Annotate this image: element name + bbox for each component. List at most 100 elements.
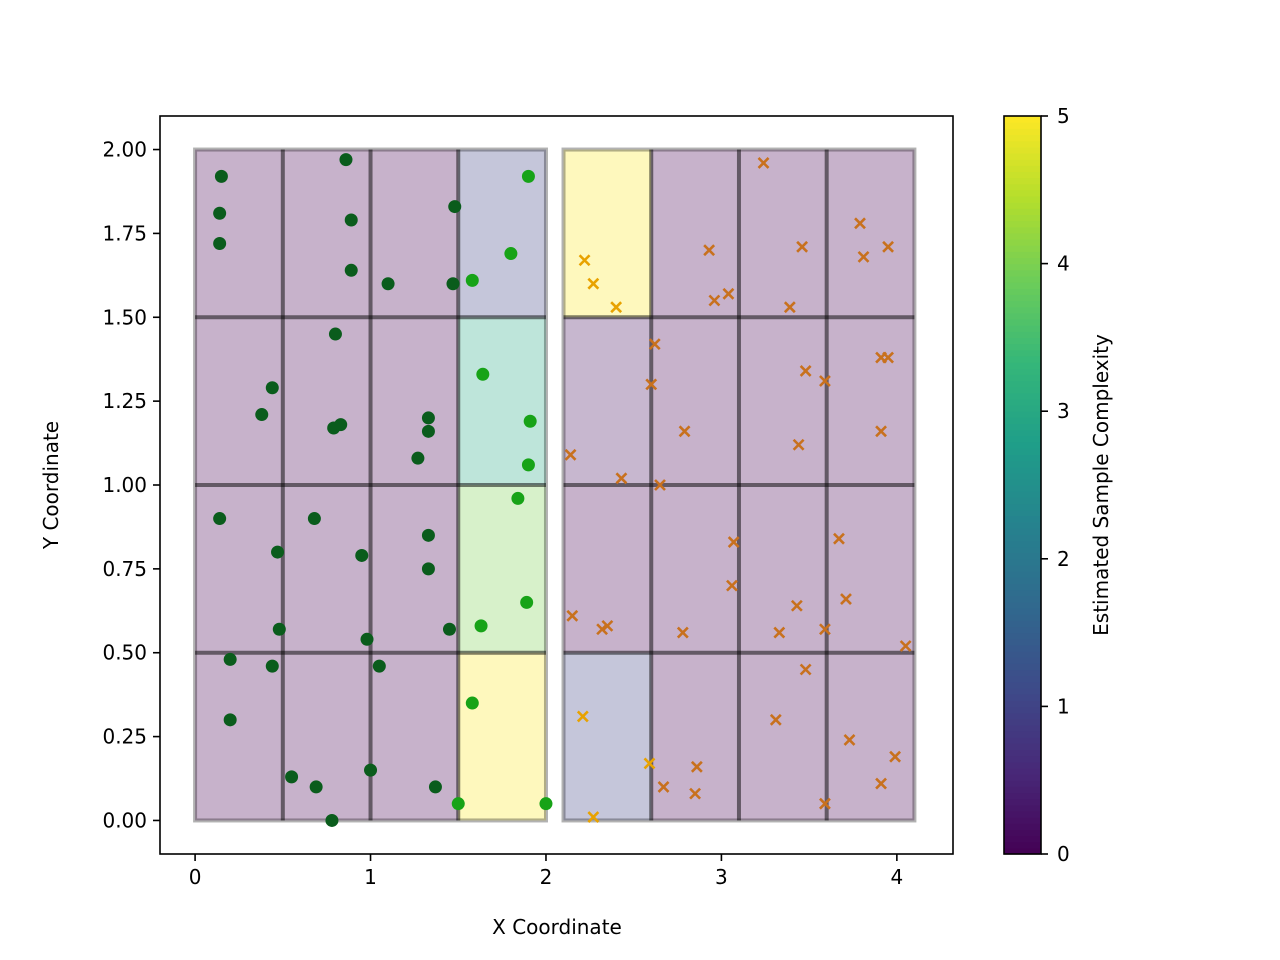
data-point — [344, 213, 358, 227]
data-point — [465, 273, 479, 287]
data-point — [722, 287, 735, 300]
colorbar-band — [1004, 392, 1041, 400]
data-point — [899, 640, 912, 652]
grid-cell — [282, 485, 371, 653]
data-point — [448, 200, 462, 214]
data-point — [355, 548, 369, 562]
colorbar-band — [1004, 675, 1041, 683]
colorbar-band — [1004, 300, 1041, 308]
data-point — [819, 797, 831, 810]
colorbar-band — [1004, 288, 1041, 295]
colorbar-band — [1004, 177, 1041, 185]
grid-cell — [195, 317, 283, 485]
data-point — [272, 622, 286, 636]
colorbar-tick-label: 3 — [1057, 399, 1070, 423]
colorbar-band — [1004, 460, 1041, 468]
data-point — [504, 247, 518, 261]
colorbar-band — [1004, 140, 1041, 148]
data-point — [421, 411, 435, 425]
grid-region-border — [561, 147, 917, 823]
data-point — [566, 609, 579, 622]
data-point — [757, 157, 770, 169]
grid-cell — [195, 652, 283, 821]
colorbar-band — [1004, 312, 1041, 320]
colorbar-band — [1004, 841, 1041, 849]
grid-region-border — [193, 147, 548, 823]
data-point — [657, 780, 670, 793]
grid-cell — [826, 485, 915, 653]
colorbar-band — [1004, 638, 1041, 646]
colorbar-band — [1004, 152, 1041, 160]
colorbar-tick-label: 5 — [1057, 104, 1070, 128]
colorbar-band — [1004, 429, 1041, 437]
grid-cell — [370, 485, 459, 653]
data-point — [676, 626, 689, 639]
data-point — [446, 277, 460, 291]
colorbar-band — [1004, 343, 1041, 351]
data-point — [271, 545, 285, 559]
colorbar-band — [1004, 706, 1041, 714]
colorbar-band — [1004, 122, 1041, 129]
grid-cell — [738, 317, 827, 485]
data-point — [615, 472, 628, 485]
colorbar-band — [1004, 306, 1041, 314]
colorbar-band — [1004, 798, 1041, 806]
colorbar-band — [1004, 146, 1041, 154]
data-point — [648, 338, 661, 351]
colorbar-band — [1004, 405, 1041, 412]
colorbar-band — [1004, 681, 1041, 689]
data-point — [610, 301, 623, 314]
data-point — [381, 277, 395, 291]
data-point — [790, 599, 803, 612]
colorbar-band — [1004, 595, 1041, 603]
grid-cell — [282, 317, 371, 485]
data-point — [309, 780, 323, 794]
colorbar-band — [1004, 331, 1041, 338]
y-axis-label: Y Coordinate — [39, 421, 63, 550]
colorbar-band — [1004, 362, 1041, 369]
colorbar-band — [1004, 804, 1041, 812]
grid-cell — [826, 317, 915, 485]
data-point — [213, 206, 227, 220]
colorbar-band — [1004, 749, 1041, 757]
colorbar-band — [1004, 712, 1041, 720]
colorbar-band — [1004, 829, 1041, 837]
colorbar-band — [1004, 644, 1041, 652]
colorbar-band — [1004, 737, 1041, 744]
colorbar-band — [1004, 189, 1041, 197]
colorbar-band — [1004, 355, 1041, 363]
colorbar-band — [1004, 220, 1041, 228]
grid-cell — [826, 149, 915, 318]
colorbar-tick-label: 0 — [1057, 842, 1070, 866]
data-point — [465, 696, 479, 710]
colorbar-band — [1004, 491, 1041, 498]
colorbar-band — [1004, 411, 1041, 418]
data-point — [520, 595, 534, 609]
y-tick-label: 1.50 — [102, 305, 147, 329]
colorbar-band — [1004, 195, 1041, 203]
colorbar-band — [1004, 558, 1041, 566]
data-point — [889, 750, 902, 763]
data-point — [708, 294, 721, 307]
data-point — [796, 240, 809, 253]
series-circles — [213, 153, 553, 827]
data-point — [442, 622, 456, 636]
grid-cell — [563, 652, 652, 821]
colorbar-band — [1004, 134, 1041, 142]
colorbar-band — [1004, 251, 1041, 259]
data-point — [792, 438, 805, 451]
x-tick-label: 1 — [364, 865, 377, 889]
data-point — [307, 512, 321, 526]
colorbar-band — [1004, 564, 1041, 572]
data-point — [213, 512, 227, 526]
colorbar-band — [1004, 497, 1041, 505]
colorbar-band — [1004, 239, 1041, 246]
colorbar-band — [1004, 454, 1041, 461]
data-point — [857, 250, 870, 263]
colorbar-band — [1004, 694, 1041, 701]
colorbar-band — [1004, 386, 1041, 394]
y-tick-label: 0.00 — [102, 808, 147, 832]
colorbar-band — [1004, 620, 1041, 628]
colorbar-band — [1004, 116, 1041, 123]
data-point — [523, 414, 537, 428]
